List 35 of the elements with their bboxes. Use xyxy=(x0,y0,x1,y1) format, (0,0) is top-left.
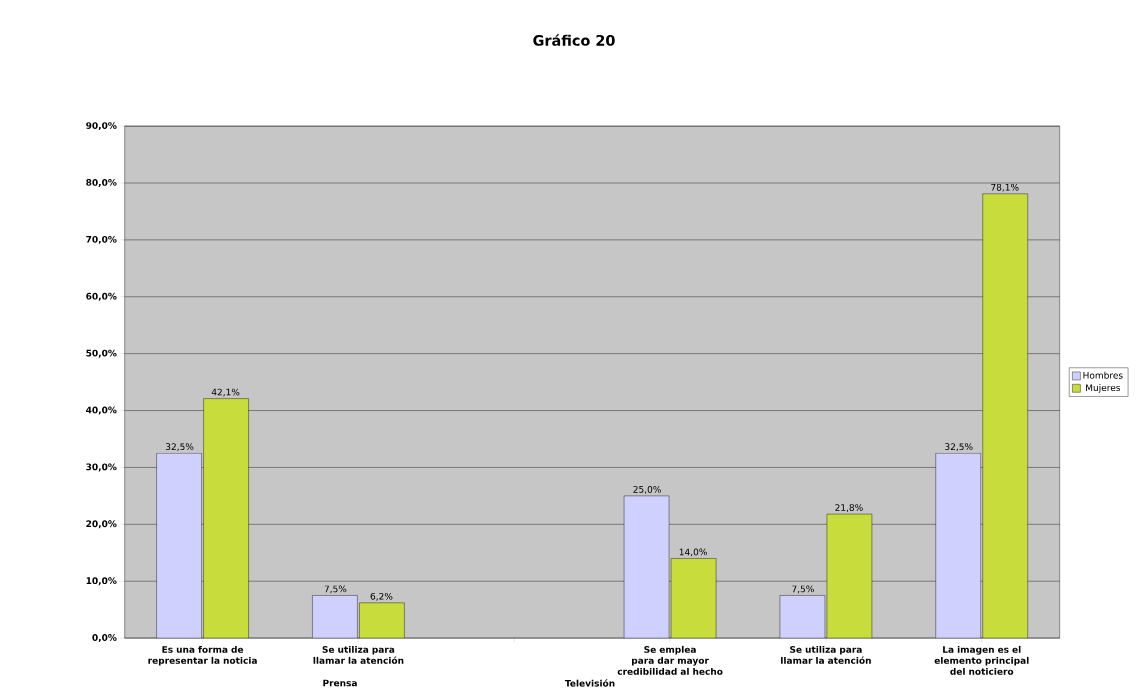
bar xyxy=(203,398,249,639)
chart-title: Gráfico 20 xyxy=(533,34,615,46)
y-tick-label: 90,0% xyxy=(86,122,117,131)
data-label: 7,5% xyxy=(324,585,347,594)
data-label: 78,1% xyxy=(991,183,1019,192)
bar xyxy=(826,513,873,639)
y-tick-label: 0,0% xyxy=(92,634,117,643)
y-tick-label: 40,0% xyxy=(86,406,117,415)
data-label: 6,2% xyxy=(370,592,393,601)
data-label: 21,8% xyxy=(835,504,863,512)
bar xyxy=(982,193,1028,639)
y-tick-label: 30,0% xyxy=(86,463,117,472)
x-tick-label: Se emplea para dar mayor credibilidad al hecho xyxy=(617,645,723,675)
bar xyxy=(359,602,405,639)
y-tick-label: 80,0% xyxy=(86,179,117,187)
x-tick-label: Se utiliza para llamar la atención xyxy=(781,645,871,664)
y-tick-label: 20,0% xyxy=(86,520,117,529)
y-tick-label: 50,0% xyxy=(86,349,117,358)
y-tick-label: 10,0% xyxy=(86,577,117,586)
data-label: 14,0% xyxy=(679,548,707,557)
x-tick-label: Se utiliza para llamar la atención xyxy=(313,645,404,664)
text: Prensa xyxy=(323,679,357,687)
data-label: 7,5% xyxy=(792,585,814,594)
data-label: 25,0% xyxy=(633,485,661,494)
data-label: 32,5% xyxy=(165,443,194,452)
bar xyxy=(670,558,717,639)
x-tick-label: Es una forma de representar la noticia xyxy=(148,645,257,666)
x-tick-label: La imagen es el elemento principal del noticiero xyxy=(934,645,1029,675)
y-tick-label: 70,0% xyxy=(86,235,117,244)
legend-label: Mujeres xyxy=(1086,384,1121,393)
y-tick-label: 60,0% xyxy=(86,292,117,301)
data-label: 42,1% xyxy=(211,388,240,397)
legend-label: Hombres xyxy=(1083,371,1123,379)
data-label: 32,5% xyxy=(945,443,973,452)
text: Televisión xyxy=(564,679,615,687)
